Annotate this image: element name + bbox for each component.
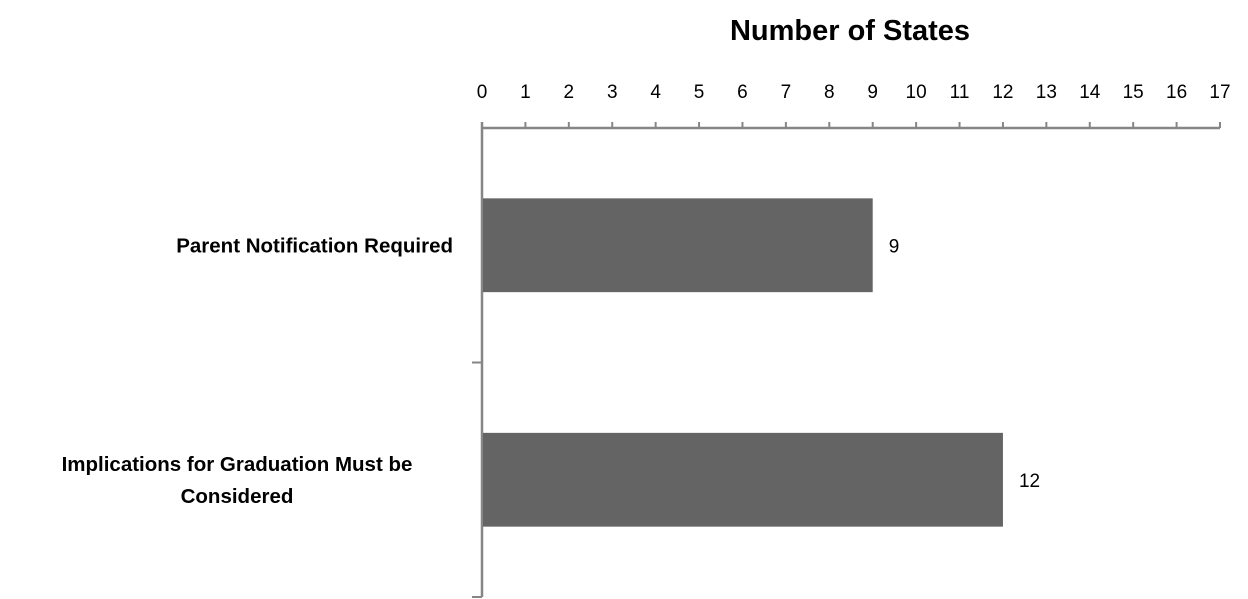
x-tick-label-15: 15 — [1123, 82, 1144, 103]
x-tick-label-6: 6 — [737, 82, 748, 103]
x-tick-label-10: 10 — [906, 82, 927, 103]
data-label-2: 12 — [1019, 471, 1040, 492]
category-label-2-line-1: Implications for Graduation Must be — [62, 453, 413, 476]
category-label-1: Parent Notification Required — [176, 234, 453, 257]
bar-1 — [483, 198, 873, 293]
x-tick-label-0: 0 — [477, 82, 488, 103]
category-label-2-line-2: Considered — [181, 485, 294, 508]
x-tick-label-17: 17 — [1209, 82, 1230, 103]
x-tick-label-2: 2 — [564, 82, 575, 103]
x-tick-label-13: 13 — [1036, 82, 1057, 103]
x-tick-label-3: 3 — [607, 82, 618, 103]
bars: 9 12 — [483, 198, 1040, 527]
x-tick-label-5: 5 — [694, 82, 705, 103]
x-tick-label-7: 7 — [781, 82, 792, 103]
chart-title: Number of States — [730, 15, 970, 47]
x-tick-label-11: 11 — [950, 82, 970, 103]
x-tick-label-8: 8 — [824, 82, 835, 103]
x-tick-label-12: 12 — [992, 82, 1013, 103]
x-axis: 0 1 2 3 4 5 6 7 8 9 10 11 12 13 14 15 16 17 — [472, 82, 1231, 598]
x-tick-label-4: 4 — [650, 82, 661, 103]
bar-2 — [483, 432, 1003, 527]
category-labels: Parent Notification Required Implications… — [62, 234, 453, 508]
x-tick-label-14: 14 — [1079, 82, 1101, 103]
x-tick-label-9: 9 — [867, 82, 878, 103]
x-tick-label-1: 1 — [520, 82, 531, 103]
data-label-1: 9 — [889, 236, 900, 257]
x-tick-label-16: 16 — [1166, 82, 1187, 103]
